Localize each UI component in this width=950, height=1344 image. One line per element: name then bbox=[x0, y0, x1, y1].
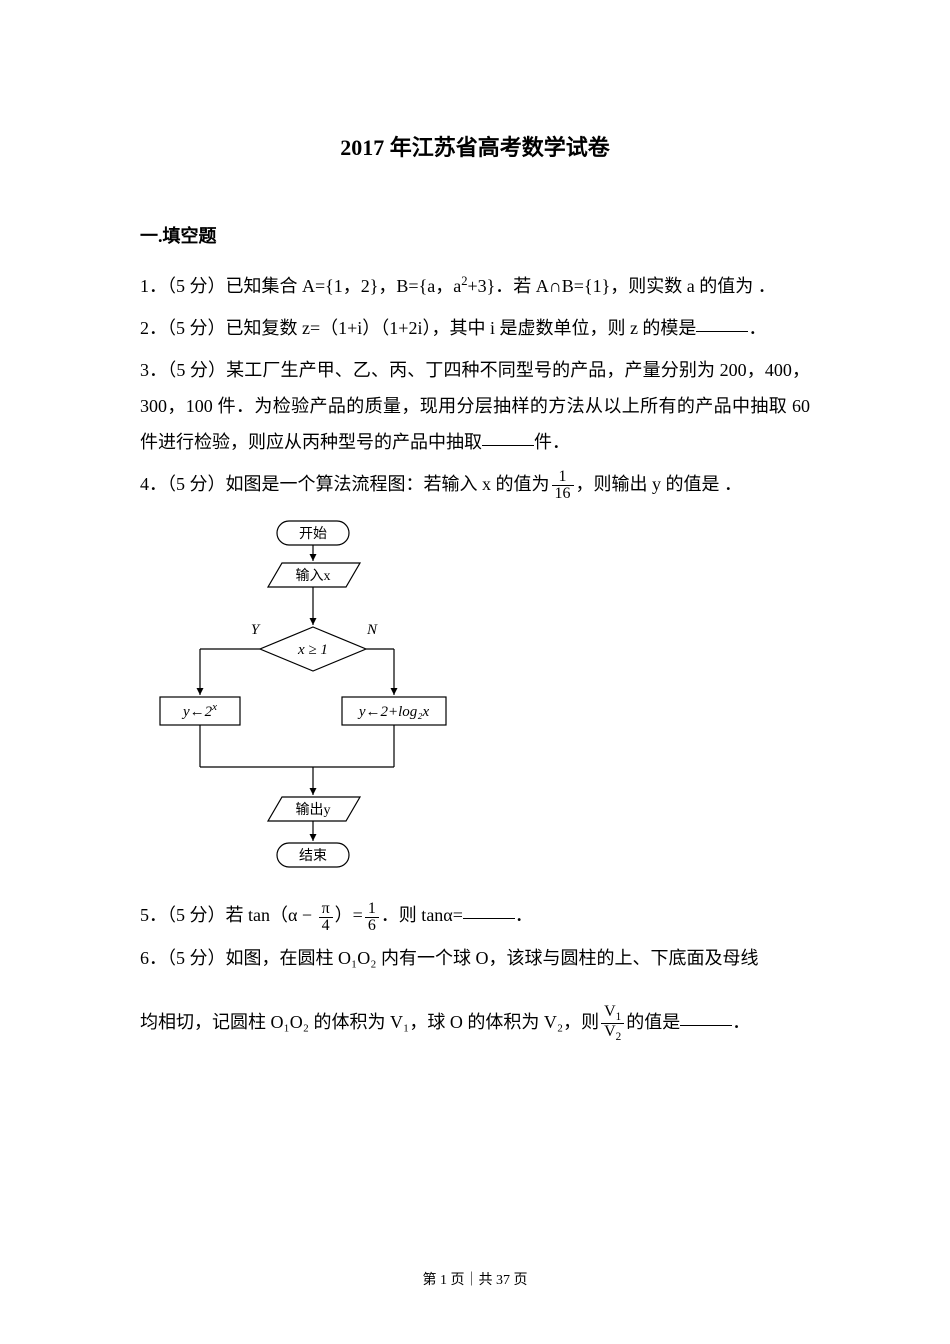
q5-num1: π bbox=[319, 901, 333, 918]
q6-blank bbox=[680, 1008, 732, 1026]
fc-left-text: y←2x bbox=[181, 701, 217, 720]
q6-line2: 均相切，记圆柱 O₁O₂ 的体积为 V₁，球 O 的体积为 V₂，则V1V2的值… bbox=[140, 1004, 810, 1044]
q5-den2: 6 bbox=[365, 918, 379, 934]
q4-frac: 116 bbox=[552, 469, 574, 502]
q5-tail: ． bbox=[515, 905, 533, 925]
flowchart-svg: 开始 输入x x ≥ 1 Y y←2x N y←2+log₂x 输出y 结束 bbox=[150, 517, 460, 877]
fc-left-sup: x bbox=[211, 701, 217, 713]
flowchart: 开始 输入x x ≥ 1 Y y←2x N y←2+log₂x 输出y 结束 bbox=[150, 517, 810, 882]
q1-tail: +3}．若 A∩B={1}，则实数 a 的值为 ． bbox=[468, 276, 776, 296]
section-heading: 一.填空题 bbox=[140, 222, 810, 248]
q5-den1: 4 bbox=[319, 918, 333, 934]
q3-tail: 件． bbox=[534, 432, 570, 452]
q6-numv: V bbox=[604, 1003, 616, 1020]
q2-text: 2．（5 分）已知复数 z=（1+i）（1+2i），其中 i 是虚数单位，则 z… bbox=[140, 318, 696, 338]
q4-num: 1 bbox=[552, 469, 574, 486]
q4-den: 16 bbox=[552, 486, 574, 502]
q6-numsub: 1 bbox=[616, 1011, 622, 1023]
fc-end-text: 结束 bbox=[299, 848, 327, 864]
fc-no: N bbox=[366, 622, 378, 638]
fc-output-text: 输出y bbox=[296, 802, 331, 818]
q4-post: ，则输出 y 的值是 ． bbox=[576, 474, 743, 494]
q6-denv: V bbox=[604, 1023, 616, 1040]
q6-den: V2 bbox=[601, 1024, 624, 1043]
fc-right-text: y←2+log₂x bbox=[357, 704, 430, 720]
question-5: 5．（5 分）若 tan（α − π4）=16．则 tanα= ． bbox=[140, 897, 810, 933]
q6-l2pre: 均相切，记圆柱 O₁O₂ 的体积为 V₁，球 O 的体积为 V₂，则 bbox=[140, 1012, 599, 1032]
q6-tail: ． bbox=[732, 1012, 750, 1032]
q5-blank bbox=[463, 901, 515, 919]
q6-frac: V1V2 bbox=[601, 1004, 624, 1044]
question-6: 6．（5 分）如图，在圆柱 O₁O₂ 内有一个球 O，该球与圆柱的上、下底面及母… bbox=[140, 940, 810, 1044]
fc-start-text: 开始 bbox=[299, 526, 327, 542]
q3-text: 3．（5 分）某工厂生产甲、乙、丙、丁四种不同型号的产品，产量分别为 200，4… bbox=[140, 360, 810, 452]
page-title: 2017 年江苏省高考数学试卷 bbox=[140, 130, 810, 162]
q6-line1: 6．（5 分）如图，在圆柱 O₁O₂ 内有一个球 O，该球与圆柱的上、下底面及母… bbox=[140, 940, 810, 976]
q6-l2post: 的值是 bbox=[626, 1012, 680, 1032]
q5-pre: 5．（5 分）若 tan（α − bbox=[140, 905, 317, 925]
q2-tail: ． bbox=[748, 318, 766, 338]
q5-frac2: 16 bbox=[365, 901, 379, 934]
question-2: 2．（5 分）已知复数 z=（1+i）（1+2i），其中 i 是虚数单位，则 z… bbox=[140, 310, 810, 346]
question-3: 3．（5 分）某工厂生产甲、乙、丙、丁四种不同型号的产品，产量分别为 200，4… bbox=[140, 352, 810, 460]
q6-densub: 2 bbox=[616, 1031, 622, 1043]
q2-blank bbox=[696, 314, 748, 332]
q5-num2: 1 bbox=[365, 901, 379, 918]
q5-mid: ）= bbox=[335, 905, 363, 925]
question-1: 1．（5 分）已知集合 A={1，2}，B={a，a2+3}．若 A∩B={1}… bbox=[140, 268, 810, 304]
q1-text: 1．（5 分）已知集合 A={1，2}，B={a，a bbox=[140, 276, 461, 296]
fc-input-text: 输入x bbox=[296, 568, 331, 584]
fc-cond-text: x ≥ 1 bbox=[297, 642, 328, 658]
q6-num: V1 bbox=[601, 1004, 624, 1024]
q3-blank bbox=[482, 428, 534, 446]
q5-post: ．则 tanα= bbox=[381, 905, 463, 925]
page-footer: 第 1 页｜共 37 页 bbox=[0, 1269, 950, 1289]
q4-pre: 4．（5 分）如图是一个算法流程图：若输入 x 的值为 bbox=[140, 474, 550, 494]
q5-frac1: π4 bbox=[319, 901, 333, 934]
fc-left-base: y←2 bbox=[181, 704, 213, 720]
fc-yes: Y bbox=[251, 622, 261, 638]
question-4: 4．（5 分）如图是一个算法流程图：若输入 x 的值为116，则输出 y 的值是… bbox=[140, 466, 810, 502]
